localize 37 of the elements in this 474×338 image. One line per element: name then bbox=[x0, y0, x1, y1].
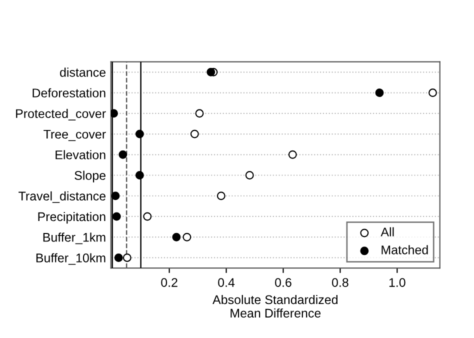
point bbox=[135, 171, 144, 180]
point bbox=[190, 130, 199, 138]
y-tick-label: Buffer_10km bbox=[36, 253, 106, 265]
x-tick-label: 0.6 bbox=[275, 278, 292, 287]
y-tick-label: Elevation bbox=[56, 150, 106, 160]
y-tick-label: Tree_cover bbox=[44, 130, 106, 142]
x-tick-label: 0.4 bbox=[218, 278, 235, 287]
x-tick-label: 0.2 bbox=[161, 278, 178, 287]
point bbox=[110, 109, 118, 118]
legend-label: Matched bbox=[382, 245, 428, 254]
point bbox=[195, 109, 204, 118]
point bbox=[172, 232, 181, 242]
point bbox=[245, 171, 254, 180]
point bbox=[135, 130, 144, 138]
point bbox=[216, 192, 226, 200]
point bbox=[118, 150, 128, 159]
point bbox=[143, 212, 152, 221]
point bbox=[288, 150, 297, 159]
point bbox=[428, 88, 437, 98]
y-tick-label: Buffer_1km bbox=[43, 232, 106, 244]
y-tick-label: Slope bbox=[74, 170, 106, 182]
y-tick-label: Precipitation bbox=[38, 212, 106, 224]
point bbox=[122, 253, 132, 262]
y-tick-label: distance bbox=[60, 68, 106, 77]
point bbox=[111, 192, 120, 200]
point bbox=[206, 68, 216, 76]
x-tick-label: 0.8 bbox=[332, 278, 348, 287]
point bbox=[114, 253, 123, 262]
y-tick-label: Deforestation bbox=[32, 88, 106, 98]
legend-label: All bbox=[380, 227, 394, 236]
point bbox=[112, 212, 121, 221]
point bbox=[182, 232, 192, 242]
x-tick-label: 1.0 bbox=[389, 278, 406, 287]
y-tick-label: Travel_distance bbox=[18, 191, 106, 203]
x-axis-title: Absolute Standardized Mean Difference bbox=[212, 294, 338, 318]
point bbox=[375, 88, 384, 98]
y-tick-label: Protected_cover bbox=[16, 108, 106, 120]
